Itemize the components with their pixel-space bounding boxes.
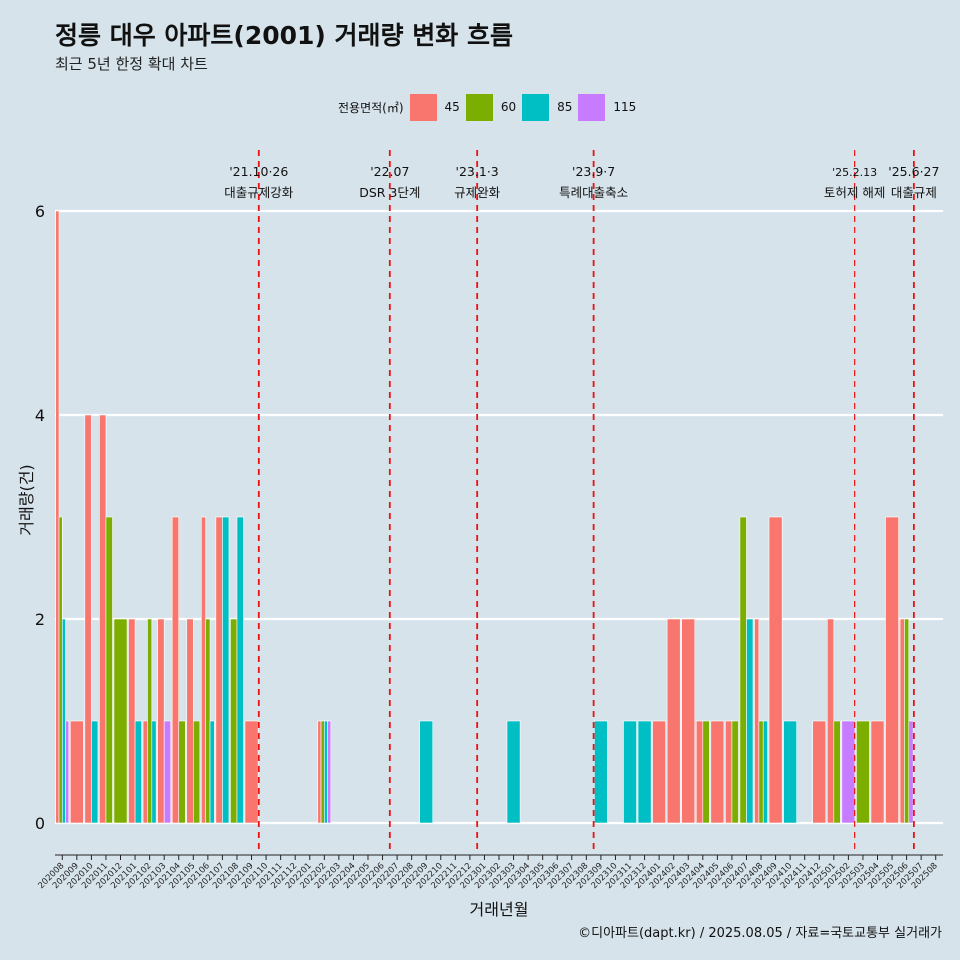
bar-85-202107 [222,516,230,824]
bar-85-202303 [506,720,521,824]
bar-60-202012 [113,618,128,824]
event-date-label: '25.2.13 [832,166,877,179]
bar-60-202506 [904,618,910,824]
bar-85-202106 [209,720,215,824]
bar-115-202502 [841,720,856,824]
legend-swatch-45 [409,93,437,121]
bar-85-202309 [594,720,608,824]
bar-45-202401 [652,720,666,824]
bar-60-202408 [758,720,764,824]
bar-45-202106 [201,516,206,824]
bar-60-202011 [105,516,113,824]
event-desc-label: 대출규제강화 [224,185,294,200]
event-desc-label: 특례대출축소 [559,185,628,200]
bar-45-202103 [157,618,165,824]
bar-85-202408 [762,720,768,824]
bar-45-202404 [695,720,704,824]
y-tick-label: 4 [35,406,45,425]
source-caption: ©디아파트(dapt.kr) / 2025.08.05 / 자료=국토교통부 실… [578,926,942,941]
bar-60-202105 [192,720,201,824]
bar-45-202501 [826,618,835,824]
bar-85-202410 [783,720,797,824]
event-date-label: '23.1·3 [456,164,499,179]
bar-60-202008 [58,516,63,824]
bar-45-202010 [84,414,92,824]
bar-60-202106 [205,618,211,824]
chart-subtitle: 최근 5년 한정 확대 차트 [55,55,208,73]
bar-45-202107 [215,516,223,824]
bar-45-202505 [885,516,899,824]
bar-45-202403 [681,618,696,824]
bar-45-202105 [186,618,194,824]
legend-title: 전용면적(㎡) [338,100,404,115]
bar-45-202009 [69,720,84,824]
event-date-label: '23.9·7 [572,164,615,179]
bar-45-202405 [710,720,725,824]
bar-60-202202 [320,720,325,824]
event-desc-label: 토허제 해제 [824,185,885,200]
bar-45-202104 [171,516,180,824]
chart-title: 정릉 대우 아파트(2001) 거래량 변화 흐름 [55,21,513,50]
bar-85-202311 [623,720,637,824]
y-tick-label: 2 [35,610,45,629]
x-axis-title: 거래년월 [470,900,529,919]
bar-85-202407 [746,618,754,824]
y-tick-label: 6 [35,202,45,221]
legend-swatch-85 [522,93,550,121]
bar-85-202010 [91,720,99,824]
bar-45-202402 [666,618,681,824]
legend-item-85: 85 [522,93,573,121]
bar-45-202409 [768,516,783,824]
bar-60-202102 [147,618,153,824]
bar-60-202404 [702,720,710,824]
bar-45-202008 [55,210,60,824]
bar-45-202109 [244,720,259,824]
event-date-label: '22.07 [370,164,409,179]
bar-45-202506 [899,618,905,824]
bar-45-202202 [317,720,322,824]
event-desc-label: DSR 3단계 [359,185,420,200]
bar-115-202008 [65,720,70,824]
legend-label-85: 85 [557,100,573,114]
bar-115-202202 [327,720,332,824]
bar-60-202503 [856,720,870,824]
event-date-label: '21.10·26 [229,164,288,179]
bar-60-202104 [178,720,186,824]
bar-115-202506 [908,720,914,824]
bar-45-202412 [812,720,827,824]
bar-85-202312 [637,720,652,824]
legend: 전용면적(㎡) 45 60 85 115 [338,93,642,121]
bar-115-202103 [163,720,172,824]
bar-85-202108 [236,516,244,824]
bar-60-202407 [739,516,747,824]
bar-85-202008 [61,618,66,824]
bar-60-202501 [833,720,841,824]
legend-item-60: 60 [465,93,517,121]
legend-item-115: 115 [578,93,637,121]
bar-45-202011 [99,414,107,824]
bar-85-202209 [419,720,434,824]
event-date-label: '25.6·27 [888,164,939,179]
event-desc-label: 규제완화 [454,185,501,200]
event-desc-label: 대출규제 [891,185,937,200]
bar-45-202102 [142,720,148,824]
bar-45-202504 [870,720,885,824]
legend-label-45: 45 [444,100,460,114]
bar-45-202101 [128,618,136,824]
legend-label-60: 60 [500,100,517,114]
bar-60-202108 [230,618,238,824]
bar-85-202101 [134,720,142,824]
legend-item-45: 45 [409,93,460,121]
legend-label-115: 115 [613,100,637,114]
bar-85-202202 [324,720,328,824]
bar-60-202406 [731,720,739,824]
y-tick-label: 0 [35,814,45,833]
bar-45-202406 [725,720,733,824]
legend-swatch-115 [578,93,606,121]
bar-45-202408 [754,618,760,824]
legend-swatch-60 [465,93,493,121]
bar-85-202102 [151,720,157,824]
y-axis-title: 거래량(건) [17,464,36,535]
